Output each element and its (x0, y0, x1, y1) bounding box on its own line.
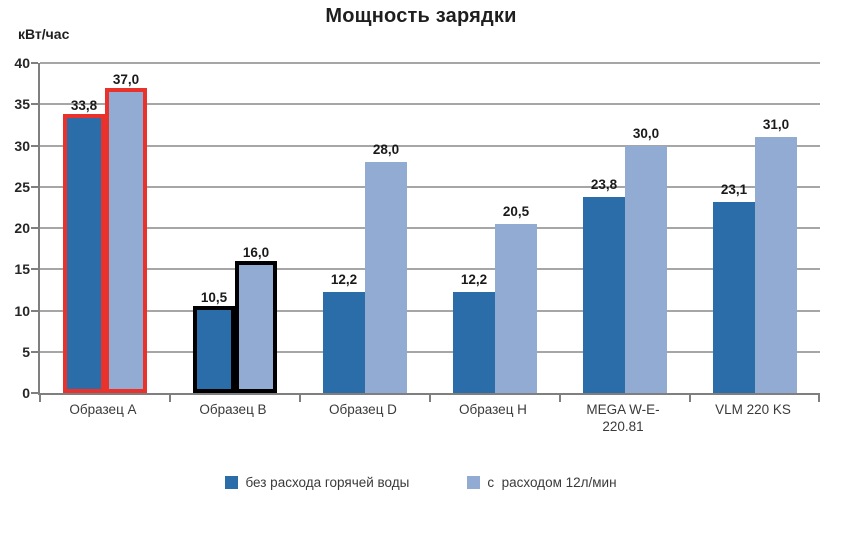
x-axis-tick-2 (299, 395, 301, 402)
bar-value-label: 30,0 (632, 125, 660, 141)
bar-value-label: 33,8 (70, 98, 98, 114)
gridline-20 (40, 227, 820, 229)
y-axis-tick-0 (31, 392, 38, 394)
bar-series1-5: 23,8 (583, 177, 625, 393)
legend-swatch-2 (467, 476, 481, 489)
x-axis-tick-3 (429, 395, 431, 402)
category-label-4: Образец H (459, 402, 527, 417)
bar-series2-6: 31,0 (755, 117, 797, 393)
legend-label-1: без расхода горячей воды (245, 475, 410, 490)
category-label-3: Образец D (329, 402, 397, 417)
x-axis-labels: Образец A Образец B Образец D Образец H MEGA… (38, 401, 818, 447)
bar-value-label: 28,0 (372, 142, 400, 157)
bar-group-1: 33,8 37,0 (40, 63, 170, 393)
y-axis-tick-label-0: 0 (22, 385, 30, 401)
legend-item-2: с расходом 12л/мин (467, 475, 617, 490)
bar-value-label: 23,1 (720, 182, 748, 198)
bar-value-label: 16,0 (242, 245, 270, 260)
bar-group-5: 23,8 30,0 (560, 63, 690, 393)
plot-area: 0 5 10 15 20 25 30 35 40 33,8 37,0 10,5 16,0 12,2 28,0… (14, 55, 820, 402)
legend-swatch-1 (225, 476, 239, 489)
bar-series2-5: 30,0 (625, 126, 667, 393)
gridline-15 (40, 268, 820, 271)
legend-item-1: без расхода горячей воды (225, 475, 409, 490)
y-axis-tick-25 (31, 185, 38, 188)
y-axis-tick-40 (31, 62, 38, 64)
bar-group-2: 10,5 16,0 (170, 63, 300, 393)
bar-group-3: 12,2 28,0 (300, 63, 430, 393)
bar-series1-2: 10,5 (193, 290, 235, 393)
bar-series2-3: 28,0 (365, 142, 407, 393)
category-label-6: VLM 220 KS (715, 402, 791, 417)
bar-series2-4: 20,5 (495, 204, 537, 393)
bar-value-label: 23,8 (590, 176, 618, 192)
gridline-30 (40, 144, 820, 147)
y-axis-tick-15 (31, 268, 38, 271)
bar-value-label: 12,2 (330, 272, 358, 288)
bar-group-4: 12,2 20,5 (430, 63, 560, 393)
bar-value-label: 10,5 (200, 290, 228, 306)
bar-value-label: 20,5 (502, 203, 530, 219)
gridline-10 (40, 309, 820, 312)
y-axis-tick-label-10: 10 (14, 302, 30, 319)
y-axis-tick-20 (31, 227, 38, 229)
category-label-1: Образец A (69, 402, 137, 417)
y-axis-tick-label-20: 20 (14, 220, 30, 236)
y-axis-tick-label-25: 25 (14, 178, 30, 195)
x-axis-tick-4 (559, 395, 561, 402)
bar-value-label: 37,0 (112, 71, 140, 87)
y-axis-tick-35 (31, 103, 38, 106)
bar-series2-2: 16,0 (235, 245, 277, 393)
x-axis-tick-5 (689, 395, 691, 402)
y-axis-tick-label-40: 40 (14, 55, 30, 71)
bar-series1-3: 12,2 (323, 272, 365, 393)
category-label-2: Образец B (199, 402, 267, 417)
y-axis-tick-10 (31, 309, 38, 312)
y-axis-tick-label-35: 35 (14, 96, 30, 113)
gridline-40 (40, 62, 820, 64)
bar-value-label: 12,2 (460, 272, 488, 288)
bar-value-label: 31,0 (762, 117, 790, 133)
y-axis-unit-label: кВт/час (18, 26, 70, 42)
y-axis-tick-label-5: 5 (22, 343, 30, 360)
legend-label-2: с расходом 12л/мин (487, 475, 617, 490)
bar-series1-4: 12,2 (453, 272, 495, 393)
bar-series2-1: 37,0 (105, 72, 147, 393)
legend: без расхода горячей воды с расходом 12л/м… (0, 475, 842, 490)
x-axis-tick-0 (39, 395, 41, 402)
y-axis-tick-5 (31, 350, 38, 353)
x-axis-tick-1 (169, 395, 171, 402)
gridline-25 (40, 185, 820, 188)
gridline-5 (40, 350, 820, 353)
bar-series1-1: 33,8 (63, 98, 105, 393)
bar-series1-6: 23,1 (713, 182, 755, 393)
gridline-35 (40, 103, 820, 106)
x-axis-tick-end (818, 395, 820, 402)
y-axis-tick-label-30: 30 (14, 137, 30, 154)
chart-title: Мощность зарядки (325, 5, 517, 27)
y-axis-tick-30 (31, 144, 38, 147)
category-label-5: MEGA W-E-220.81 (586, 402, 660, 434)
y-axis-tick-label-15: 15 (14, 261, 30, 278)
bar-group-6: 23,1 31,0 (690, 63, 820, 393)
